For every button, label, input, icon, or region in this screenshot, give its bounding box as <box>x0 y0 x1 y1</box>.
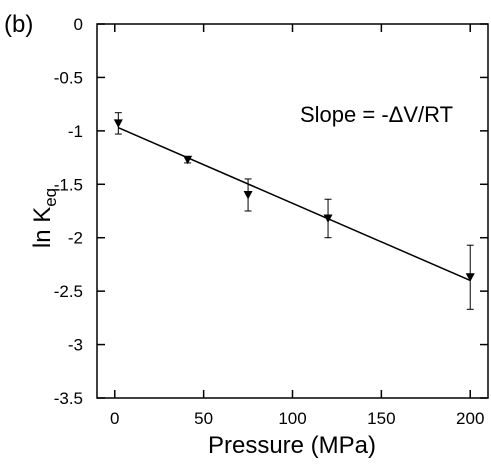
x-tick-label: 0 <box>110 409 119 428</box>
data-point <box>323 198 333 239</box>
triangle-down-marker <box>113 119 123 128</box>
data-points <box>113 112 475 310</box>
x-tick-label: 50 <box>194 409 213 428</box>
fit-line <box>118 126 471 282</box>
data-point <box>465 244 475 310</box>
y-ticks: 0 -0.5 -1 -1.5 -2 -2.5 -3 -3.5 <box>54 15 488 408</box>
y-axis-title: ln Keq <box>29 188 60 248</box>
triangle-down-marker <box>323 214 333 223</box>
data-point <box>113 112 123 135</box>
x-tick-label: 150 <box>367 409 395 428</box>
y-tick-label: -0.5 <box>54 68 83 87</box>
y-axis-title-main: ln K <box>29 207 56 248</box>
data-point <box>183 155 193 165</box>
y-tick-label: -1 <box>68 122 83 141</box>
panel-label: (b) <box>4 11 33 38</box>
slope-annotation: Slope = -ΔV/RT <box>300 102 453 127</box>
triangle-down-marker <box>243 190 253 200</box>
y-tick-label: -2.5 <box>54 282 83 301</box>
y-tick-label: -2 <box>68 229 83 248</box>
y-tick-label: -1.5 <box>54 175 83 194</box>
x-ticks: 0 50 100 150 200 <box>110 24 484 428</box>
y-tick-label: -3 <box>68 336 83 355</box>
plot-frame <box>96 23 489 399</box>
triangle-down-marker <box>465 273 475 282</box>
y-tick-label: 0 <box>74 15 83 34</box>
triangle-down-marker <box>183 155 193 165</box>
x-tick-label: 200 <box>456 409 484 428</box>
x-tick-label: 100 <box>278 409 306 428</box>
data-point <box>243 178 253 212</box>
x-axis-title: Pressure (MPa) <box>208 432 376 459</box>
y-tick-label: -3.5 <box>54 389 83 408</box>
y-axis-title-sub: eq <box>41 188 60 207</box>
